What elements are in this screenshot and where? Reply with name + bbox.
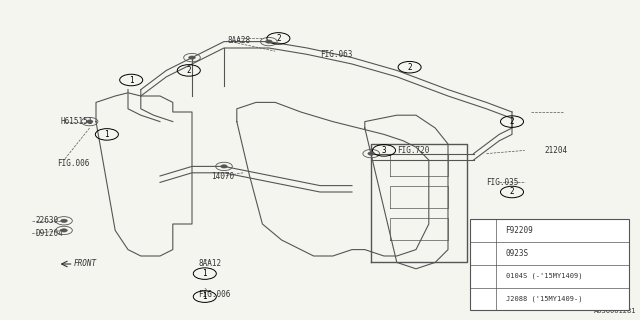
Text: 1: 1 bbox=[129, 76, 134, 84]
Text: FIG.035: FIG.035 bbox=[486, 178, 519, 187]
Text: 2: 2 bbox=[509, 188, 515, 196]
Text: J2088 ('15MY1409-): J2088 ('15MY1409-) bbox=[506, 296, 582, 302]
Text: FRONT: FRONT bbox=[74, 260, 97, 268]
Text: D91204: D91204 bbox=[35, 229, 63, 238]
Text: 2: 2 bbox=[186, 66, 191, 75]
Circle shape bbox=[189, 56, 195, 59]
Text: FIG.006: FIG.006 bbox=[58, 159, 90, 168]
Text: A036001281: A036001281 bbox=[595, 308, 637, 314]
Text: 2: 2 bbox=[481, 251, 485, 256]
Text: FIG.006: FIG.006 bbox=[198, 290, 231, 299]
Text: 2: 2 bbox=[407, 63, 412, 72]
Text: 2: 2 bbox=[509, 117, 515, 126]
Circle shape bbox=[61, 219, 67, 222]
FancyBboxPatch shape bbox=[470, 219, 629, 310]
Circle shape bbox=[368, 152, 374, 155]
Text: 1: 1 bbox=[202, 292, 207, 301]
Text: 0923S: 0923S bbox=[506, 249, 529, 258]
Text: F92209: F92209 bbox=[506, 226, 533, 235]
Circle shape bbox=[86, 120, 93, 123]
Circle shape bbox=[266, 40, 272, 43]
Text: 1: 1 bbox=[481, 228, 485, 234]
Circle shape bbox=[61, 229, 67, 232]
Text: 1: 1 bbox=[202, 269, 207, 278]
Text: 3: 3 bbox=[381, 146, 387, 155]
Text: 14070: 14070 bbox=[211, 172, 234, 180]
Text: 0104S (-'15MY1409): 0104S (-'15MY1409) bbox=[506, 273, 582, 279]
Text: FIG.720: FIG.720 bbox=[397, 146, 429, 155]
Text: 8AA28: 8AA28 bbox=[227, 36, 250, 44]
Text: 21204: 21204 bbox=[544, 146, 567, 155]
Text: H615151: H615151 bbox=[61, 117, 93, 126]
Circle shape bbox=[221, 165, 227, 168]
Text: 1: 1 bbox=[104, 130, 109, 139]
Text: FIG.063: FIG.063 bbox=[320, 50, 353, 59]
Text: 3: 3 bbox=[481, 284, 485, 291]
Text: 2: 2 bbox=[276, 34, 281, 43]
Text: 8AA12: 8AA12 bbox=[198, 260, 221, 268]
Text: 22630: 22630 bbox=[35, 216, 58, 225]
